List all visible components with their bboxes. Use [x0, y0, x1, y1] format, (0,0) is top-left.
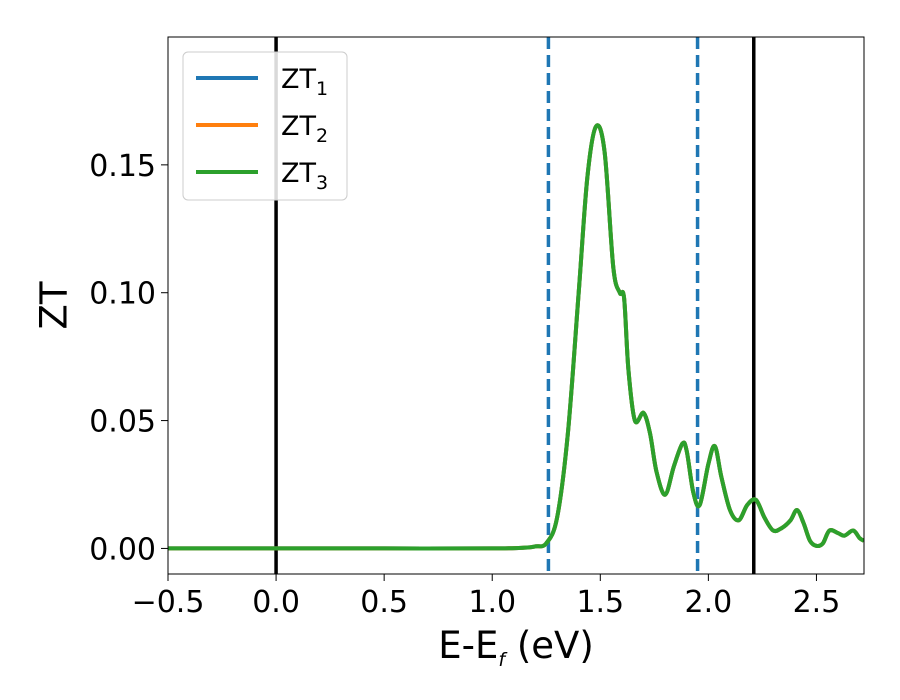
x-tick-label: 2.5: [793, 585, 841, 620]
x-tick-label: 1.5: [576, 585, 624, 620]
x-tick-label: 2.0: [685, 585, 733, 620]
legend-box: [182, 51, 348, 201]
plot-frame: [167, 36, 865, 575]
x-tick-label: −0.5: [132, 585, 205, 620]
y-axis-ticks: 0.00 0.05 0.10 0.15: [89, 149, 168, 567]
x-tick-label: 0.0: [252, 585, 300, 620]
vertical-lines: [274, 37, 756, 574]
legend: ZT1 ZT2 ZT3: [182, 51, 348, 201]
curves: [168, 123, 864, 551]
legend-label-1: ZT1: [281, 64, 328, 100]
y-axis-label: ZT: [33, 281, 76, 329]
x-tick-label: 1.0: [468, 585, 516, 620]
legend-label-3: ZT3: [281, 158, 328, 194]
y-tick-label: 0.00: [89, 532, 156, 567]
x-axis-label: E-Ef (eV): [438, 624, 594, 671]
y-tick-label: 0.05: [89, 405, 156, 440]
x-tick-label: 0.5: [360, 585, 408, 620]
legend-label-2: ZT2: [281, 111, 328, 147]
x-axis-ticks: −0.5 0.0 0.5 1.0 1.5 2.0 2.5: [132, 574, 841, 620]
series-line-3: [168, 123, 864, 551]
y-tick-label: 0.15: [89, 149, 156, 184]
y-tick-label: 0.10: [89, 277, 156, 312]
